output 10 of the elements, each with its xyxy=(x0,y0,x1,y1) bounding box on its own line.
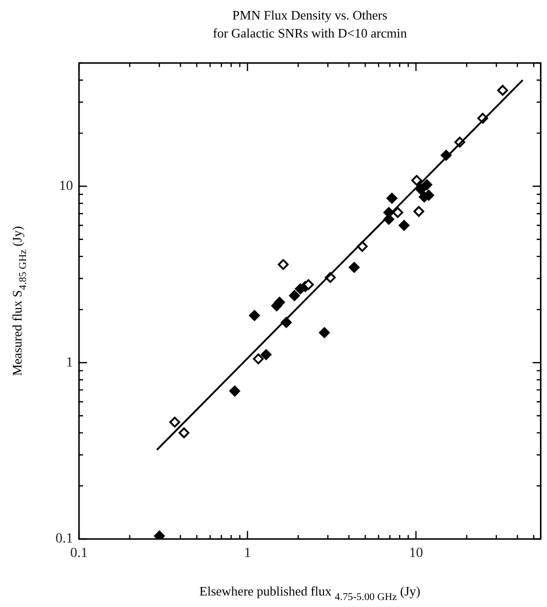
y-axis-title: Measured flux S4.85 GHz (Jy) xyxy=(9,226,29,376)
x-tick-label: 1 xyxy=(244,546,251,562)
chart-title: PMN Flux Density vs. Others xyxy=(232,7,388,22)
x-axis-title: Elsewhere published flux 4.75-5.00 GHz (Jy) xyxy=(199,583,420,603)
chart-subtitle: for Galactic SNRs with D<10 arcmin xyxy=(212,25,408,40)
x-tick-label: 10 xyxy=(408,546,423,562)
y-tick-label: 0.1 xyxy=(56,532,73,547)
y-tick-label: 1 xyxy=(66,355,73,370)
x-tick-label: 0.1 xyxy=(70,546,88,562)
y-tick-label: 10 xyxy=(59,178,73,194)
